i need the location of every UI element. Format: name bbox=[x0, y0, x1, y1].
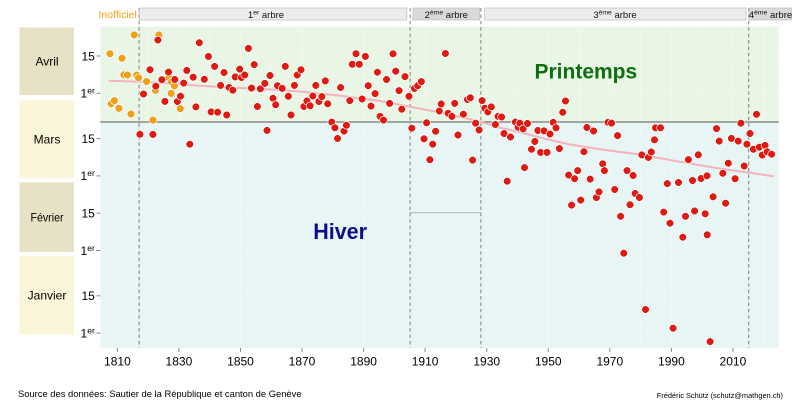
svg-text:1950: 1950 bbox=[535, 354, 562, 368]
svg-text:15: 15 bbox=[81, 207, 95, 221]
svg-text:Source des données: Sautier de: Source des données: Sautier de la Républ… bbox=[18, 388, 302, 399]
svg-text:Hiver: Hiver bbox=[313, 219, 367, 244]
svg-text:Printemps: Printemps bbox=[535, 61, 638, 84]
svg-text:Janvier: Janvier bbox=[28, 289, 67, 303]
svg-text:1970: 1970 bbox=[596, 354, 623, 368]
svg-text:1810: 1810 bbox=[104, 354, 131, 368]
svg-text:15: 15 bbox=[81, 289, 95, 303]
svg-text:4ème arbre: 4ème arbre bbox=[749, 10, 792, 21]
svg-text:1990: 1990 bbox=[658, 354, 685, 368]
svg-text:1930: 1930 bbox=[473, 354, 500, 368]
svg-text:1850: 1850 bbox=[227, 354, 254, 368]
svg-text:Frédéric Schütz (schutz@mathge: Frédéric Schütz (schutz@mathgen.ch) bbox=[657, 391, 783, 400]
svg-text:2010: 2010 bbox=[720, 354, 747, 368]
svg-text:Février: Février bbox=[31, 211, 64, 225]
svg-text:Inofficiel: Inofficiel bbox=[99, 9, 137, 21]
svg-text:Avril: Avril bbox=[35, 55, 58, 69]
svg-text:1910: 1910 bbox=[412, 354, 439, 368]
svg-text:2ème arbre: 2ème arbre bbox=[425, 10, 468, 21]
svg-text:15: 15 bbox=[81, 49, 95, 63]
svg-text:1er arbre: 1er arbre bbox=[248, 10, 284, 21]
svg-text:1830: 1830 bbox=[166, 354, 193, 368]
svg-text:3ème arbre: 3ème arbre bbox=[593, 10, 636, 21]
svg-text:Mars: Mars bbox=[34, 133, 61, 147]
svg-text:15: 15 bbox=[81, 132, 95, 146]
svg-text:1870: 1870 bbox=[289, 354, 316, 368]
svg-text:1890: 1890 bbox=[350, 354, 377, 368]
